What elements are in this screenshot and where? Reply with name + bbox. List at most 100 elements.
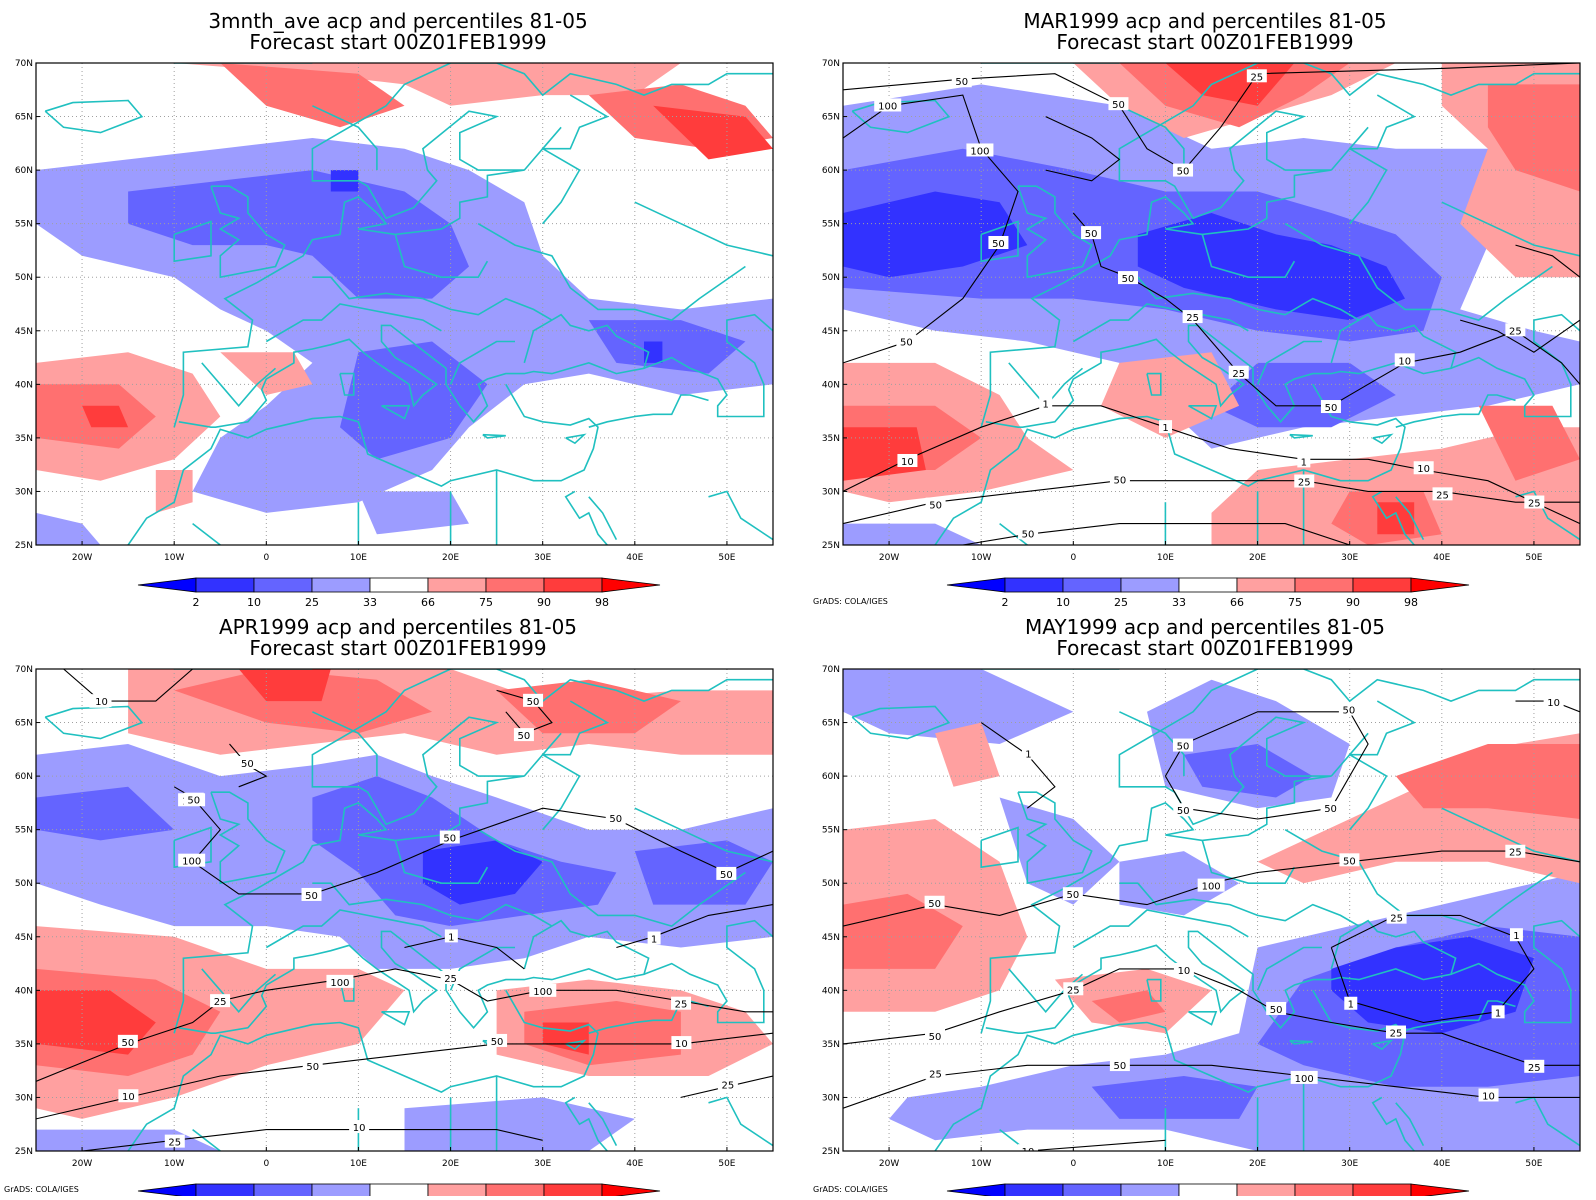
coastline	[1284, 223, 1553, 321]
colorbar-swatch	[311, 577, 371, 593]
contour-line	[980, 722, 1056, 809]
contour-label: 1	[1162, 423, 1168, 434]
coastline	[634, 807, 773, 863]
lon-tick-label: 30E	[1341, 553, 1358, 563]
coastline	[201, 968, 277, 1014]
contour-label-bg	[91, 694, 112, 708]
contour-label: 1	[651, 935, 657, 946]
colorbar-arrow-low	[946, 577, 1006, 593]
contour-label-bg	[487, 1033, 508, 1047]
colorbar-arrow-low	[946, 1183, 1006, 1199]
contour-label-bg	[897, 453, 918, 467]
colorbar-swatch	[253, 577, 313, 593]
lat-tick-label: 30N	[822, 1093, 840, 1103]
contour-label: 50	[1114, 475, 1127, 486]
contour-label: 50	[955, 77, 968, 88]
contour-label: 10	[1178, 966, 1191, 977]
contour-label: 50	[1177, 167, 1190, 178]
contour-label-bg	[439, 830, 460, 844]
coastline	[450, 669, 773, 703]
contour-label: 50	[1114, 1061, 1127, 1072]
colorbar-swatch	[1062, 1183, 1122, 1199]
contour-label-bg	[1290, 1070, 1318, 1084]
lon-tick-label: 20W	[72, 553, 92, 563]
coastline	[312, 105, 378, 171]
colorbar-label: 90	[537, 596, 551, 609]
colorbar-label: 98	[1404, 596, 1418, 609]
lon-tick-label: 10W	[971, 1159, 991, 1169]
contour-label: 50	[306, 1062, 319, 1073]
lon-tick-label: 50E	[718, 553, 735, 563]
lat-tick-label: 25N	[15, 541, 33, 551]
lat-tick-label: 55N	[15, 826, 33, 836]
coastline	[1372, 1039, 1394, 1051]
coastline	[210, 791, 286, 885]
lat-tick-label: 70N	[15, 665, 33, 675]
contour-label: 1	[1301, 457, 1307, 468]
lat-tick-label: 50N	[15, 273, 33, 283]
coastline	[565, 1039, 587, 1051]
contour-label-bg	[523, 693, 544, 707]
colorbar-arrow-low	[137, 577, 197, 593]
map-frame	[35, 668, 774, 1152]
coastline	[643, 919, 773, 1024]
contour-label-bg	[717, 1077, 738, 1091]
contour-label-bg	[1320, 400, 1341, 414]
lat-tick-label: 70N	[822, 665, 840, 675]
contour-label: 100	[1295, 1074, 1314, 1085]
map-area: 50 50 50 50 50 50 100 50 25 50 25 10 50 25 25 25 50 100 10…	[843, 669, 1580, 1151]
coastline	[1256, 946, 1322, 991]
contour-label: 25	[214, 997, 227, 1008]
lat-tick-label: 45N	[822, 933, 840, 943]
percentile-shading	[1091, 990, 1166, 1023]
contour-label-bg	[1432, 487, 1453, 501]
lat-tick-label: 50N	[15, 879, 33, 889]
coastline	[192, 1128, 221, 1151]
coastline	[1188, 405, 1218, 420]
contour-label-bg	[1118, 271, 1139, 285]
coastline	[1072, 909, 1249, 949]
contour-line	[496, 689, 553, 734]
contour-label-bg	[1018, 526, 1039, 540]
lat-tick-label: 40N	[15, 380, 33, 390]
contour-label-bg	[1505, 844, 1526, 858]
colorbar-swatch	[543, 1183, 603, 1199]
contour-label-bg	[1172, 738, 1193, 752]
lat-tick-label: 55N	[822, 826, 840, 836]
contour-label-bg	[925, 497, 946, 511]
lon-tick-label: 0	[1070, 553, 1076, 563]
colorbar-swatch	[369, 577, 429, 593]
contour-label-bg	[1524, 1059, 1545, 1073]
coastline	[192, 522, 221, 545]
coastline	[210, 185, 286, 279]
colorbar-swatch	[1352, 577, 1412, 593]
percentile-shading	[524, 1001, 681, 1066]
coastline	[934, 383, 1406, 545]
panel-title: MAY1999 acp and percentiles 81-05	[1025, 615, 1385, 639]
lon-tick-label: 40E	[1433, 553, 1450, 563]
coastline	[1119, 882, 1360, 927]
contour-label: 10	[1398, 356, 1411, 367]
contour-label-bg	[1081, 226, 1102, 240]
coastline	[127, 383, 599, 545]
colorbar-swatch	[1120, 577, 1180, 593]
contour-label: 25	[1390, 1029, 1403, 1040]
contour-label: 1	[448, 932, 454, 943]
coastline	[201, 362, 277, 408]
grads-credit: GrADS: COLA/IGES	[813, 597, 888, 606]
coastline	[588, 1102, 618, 1146]
contour-label-bg	[874, 98, 902, 112]
contour-label: 25	[722, 1081, 735, 1092]
contour-label-bg	[1173, 962, 1194, 976]
lat-tick-label: 35N	[15, 434, 33, 444]
contour-label: 25	[1186, 313, 1199, 324]
contour-label: 100	[182, 857, 201, 868]
coastline	[178, 313, 650, 428]
contour-line	[404, 936, 525, 970]
coastline	[1395, 496, 1425, 540]
percentile-shading	[644, 341, 663, 363]
coastline	[1371, 1096, 1416, 1151]
lon-tick-label: 0	[263, 1159, 269, 1169]
coastline	[178, 919, 650, 1034]
